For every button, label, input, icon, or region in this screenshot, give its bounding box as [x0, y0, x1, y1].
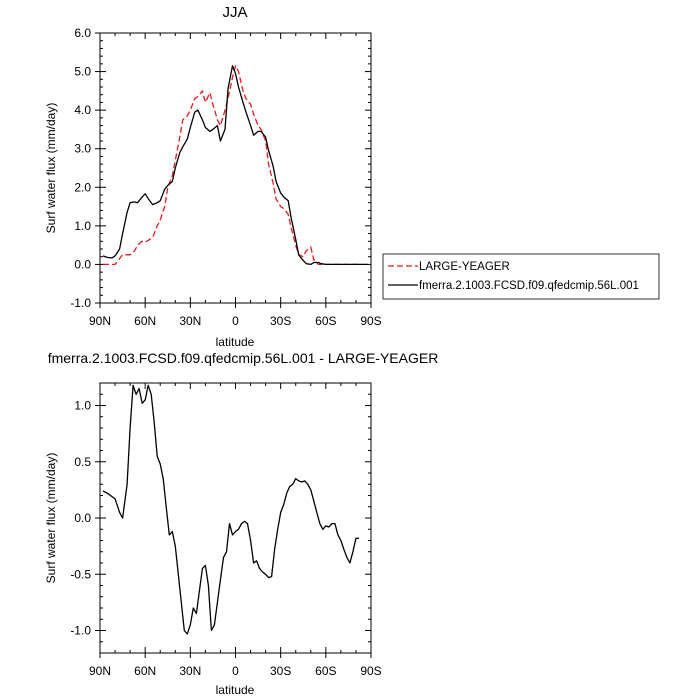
top-series-lines	[102, 65, 368, 266]
top-y-tick-label: 2.0	[74, 180, 91, 194]
bottom-x-axis-label: latitude	[216, 683, 255, 697]
top-chart-title: JJA	[222, 4, 247, 21]
bottom-series-lines	[102, 384, 359, 635]
top-axis-ticks: 90N 60N 30N 0 30S 60S 90S -1.0 0.0 1.0 2.0 3.0 4.0 5.…	[70, 26, 381, 328]
bottom-panel: fmerra.2.1003.FCSD.f09.qfedcmip.56L.001 …	[44, 350, 438, 697]
legend-label-large-yeager: LARGE-YEAGER	[419, 261, 510, 273]
top-x-tick-label: 0	[232, 314, 239, 328]
bottom-y-tick-label: -0.5	[70, 567, 91, 581]
legend: LARGE-YEAGER fmerra.2.1003.FCSD.f09.qfed…	[382, 253, 660, 300]
bottom-y-tick-label: 0.0	[74, 511, 91, 525]
bottom-x-tick-label: 60S	[315, 664, 336, 678]
top-x-axis-label: latitude	[216, 335, 255, 349]
top-y-tick-label: 6.0	[74, 26, 91, 40]
bottom-y-tick-label: -1.0	[70, 624, 91, 638]
top-y-tick-label: 1.0	[74, 219, 91, 233]
bottom-plot-frame	[99, 382, 372, 654]
top-x-tick-label: 60N	[134, 314, 156, 328]
bottom-x-tick-label: 30S	[270, 664, 291, 678]
top-x-tick-label: 60S	[315, 314, 336, 328]
bottom-x-tick-label: 60N	[134, 664, 156, 678]
bottom-chart-title: fmerra.2.1003.FCSD.f09.qfedcmip.56L.001 …	[48, 350, 439, 366]
bottom-y-axis-label: Surf water flux (mm/day)	[44, 453, 58, 584]
top-plot-frame	[99, 32, 372, 304]
bottom-y-tick-label: 0.5	[74, 455, 91, 469]
bottom-x-tick-label: 90N	[89, 664, 111, 678]
top-y-tick-label: 4.0	[74, 103, 91, 117]
top-y-tick-label: 0.0	[74, 257, 91, 271]
bottom-x-tick-label: 90S	[360, 664, 381, 678]
bottom-y-tick-label: 1.0	[74, 399, 91, 413]
legend-label-fmerra: fmerra.2.1003.FCSD.f09.qfedcmip.56L.001	[419, 280, 639, 292]
top-series-line-1	[102, 65, 368, 266]
bottom-x-tick-label: 30N	[179, 664, 201, 678]
top-y-tick-label: 5.0	[74, 65, 91, 79]
bottom-x-tick-label: 0	[232, 664, 239, 678]
bottom-series-line-0	[102, 384, 359, 635]
top-x-tick-label: 30S	[270, 314, 291, 328]
top-y-tick-label: -1.0	[70, 296, 91, 310]
top-y-tick-label: 3.0	[74, 142, 91, 156]
bottom-axis-ticks: 90N 60N 30N 0 30S 60S 90S -1.0 -0.5 0.0 0.5 1.0	[70, 382, 382, 678]
top-x-tick-label: 90S	[360, 314, 381, 328]
top-panel: JJA Surf water flux (mm/day) latitude 90…	[44, 4, 382, 349]
top-series-line-0	[103, 65, 359, 266]
top-y-axis-label: Surf water flux (mm/day)	[44, 103, 58, 234]
top-x-tick-label: 30N	[179, 314, 201, 328]
legend-box	[382, 253, 660, 300]
top-x-tick-label: 90N	[89, 314, 111, 328]
